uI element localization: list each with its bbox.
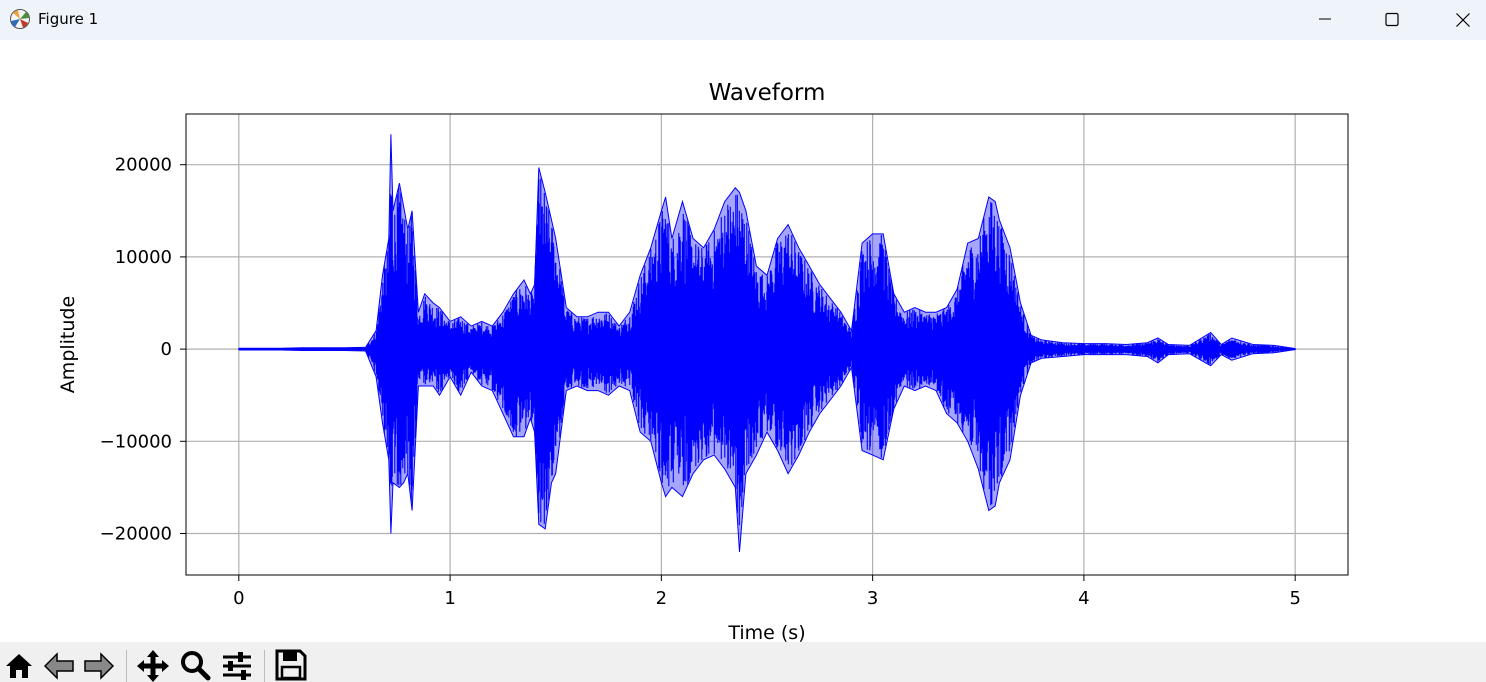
zoom-button[interactable] — [178, 648, 212, 682]
window-titlebar: Figure 1 — [0, 0, 1486, 40]
pan-button[interactable] — [136, 648, 170, 682]
y-axis-ticks: −20000 −10000 0 10000 20000 — [100, 155, 186, 545]
toolbar-separator — [264, 650, 265, 682]
x-axis-ticks: 0 1 2 3 4 5 — [233, 575, 1301, 609]
back-button[interactable] — [42, 648, 76, 682]
x-tick-label: 1 — [444, 588, 455, 609]
x-tick-label: 2 — [656, 588, 667, 609]
y-tick-label: 0 — [161, 339, 172, 360]
maximize-button[interactable] — [1357, 0, 1427, 40]
pan-icon — [137, 650, 169, 682]
minimize-icon — [1319, 18, 1331, 20]
waveform-envelope — [238, 134, 1296, 552]
forward-button[interactable] — [82, 648, 116, 682]
back-arrow-icon — [43, 652, 74, 680]
configure-subplots-button[interactable] — [220, 648, 254, 682]
x-axis-label: Time (s) — [727, 622, 805, 642]
save-icon — [275, 649, 307, 681]
y-tick-label: −10000 — [100, 431, 172, 452]
configure-subplots-icon — [223, 652, 251, 680]
x-tick-label: 0 — [233, 588, 244, 609]
zoom-icon — [181, 651, 211, 681]
forward-arrow-icon — [84, 652, 115, 680]
save-button[interactable] — [274, 648, 308, 682]
maximize-icon — [1385, 12, 1399, 27]
y-tick-label: 20000 — [115, 155, 172, 176]
home-button[interactable] — [2, 648, 36, 682]
y-tick-label: 10000 — [115, 247, 172, 268]
home-icon — [6, 654, 32, 678]
x-tick-label: 5 — [1289, 588, 1300, 609]
toolbar-separator — [126, 650, 127, 682]
chart-title: Waveform — [709, 80, 826, 106]
y-axis-label: Amplitude — [57, 296, 79, 393]
axes-frame — [185, 113, 1349, 576]
close-button[interactable] — [1428, 0, 1486, 40]
close-icon — [1456, 13, 1470, 27]
navigation-toolbar — [0, 642, 1486, 682]
minimize-button[interactable] — [1290, 0, 1360, 40]
matplotlib-icon — [9, 8, 31, 30]
x-tick-label: 3 — [867, 588, 878, 609]
window-title: Figure 1 — [38, 10, 99, 28]
x-tick-label: 4 — [1078, 588, 1089, 609]
y-tick-label: −20000 — [100, 524, 172, 545]
waveform-series — [238, 134, 1296, 552]
